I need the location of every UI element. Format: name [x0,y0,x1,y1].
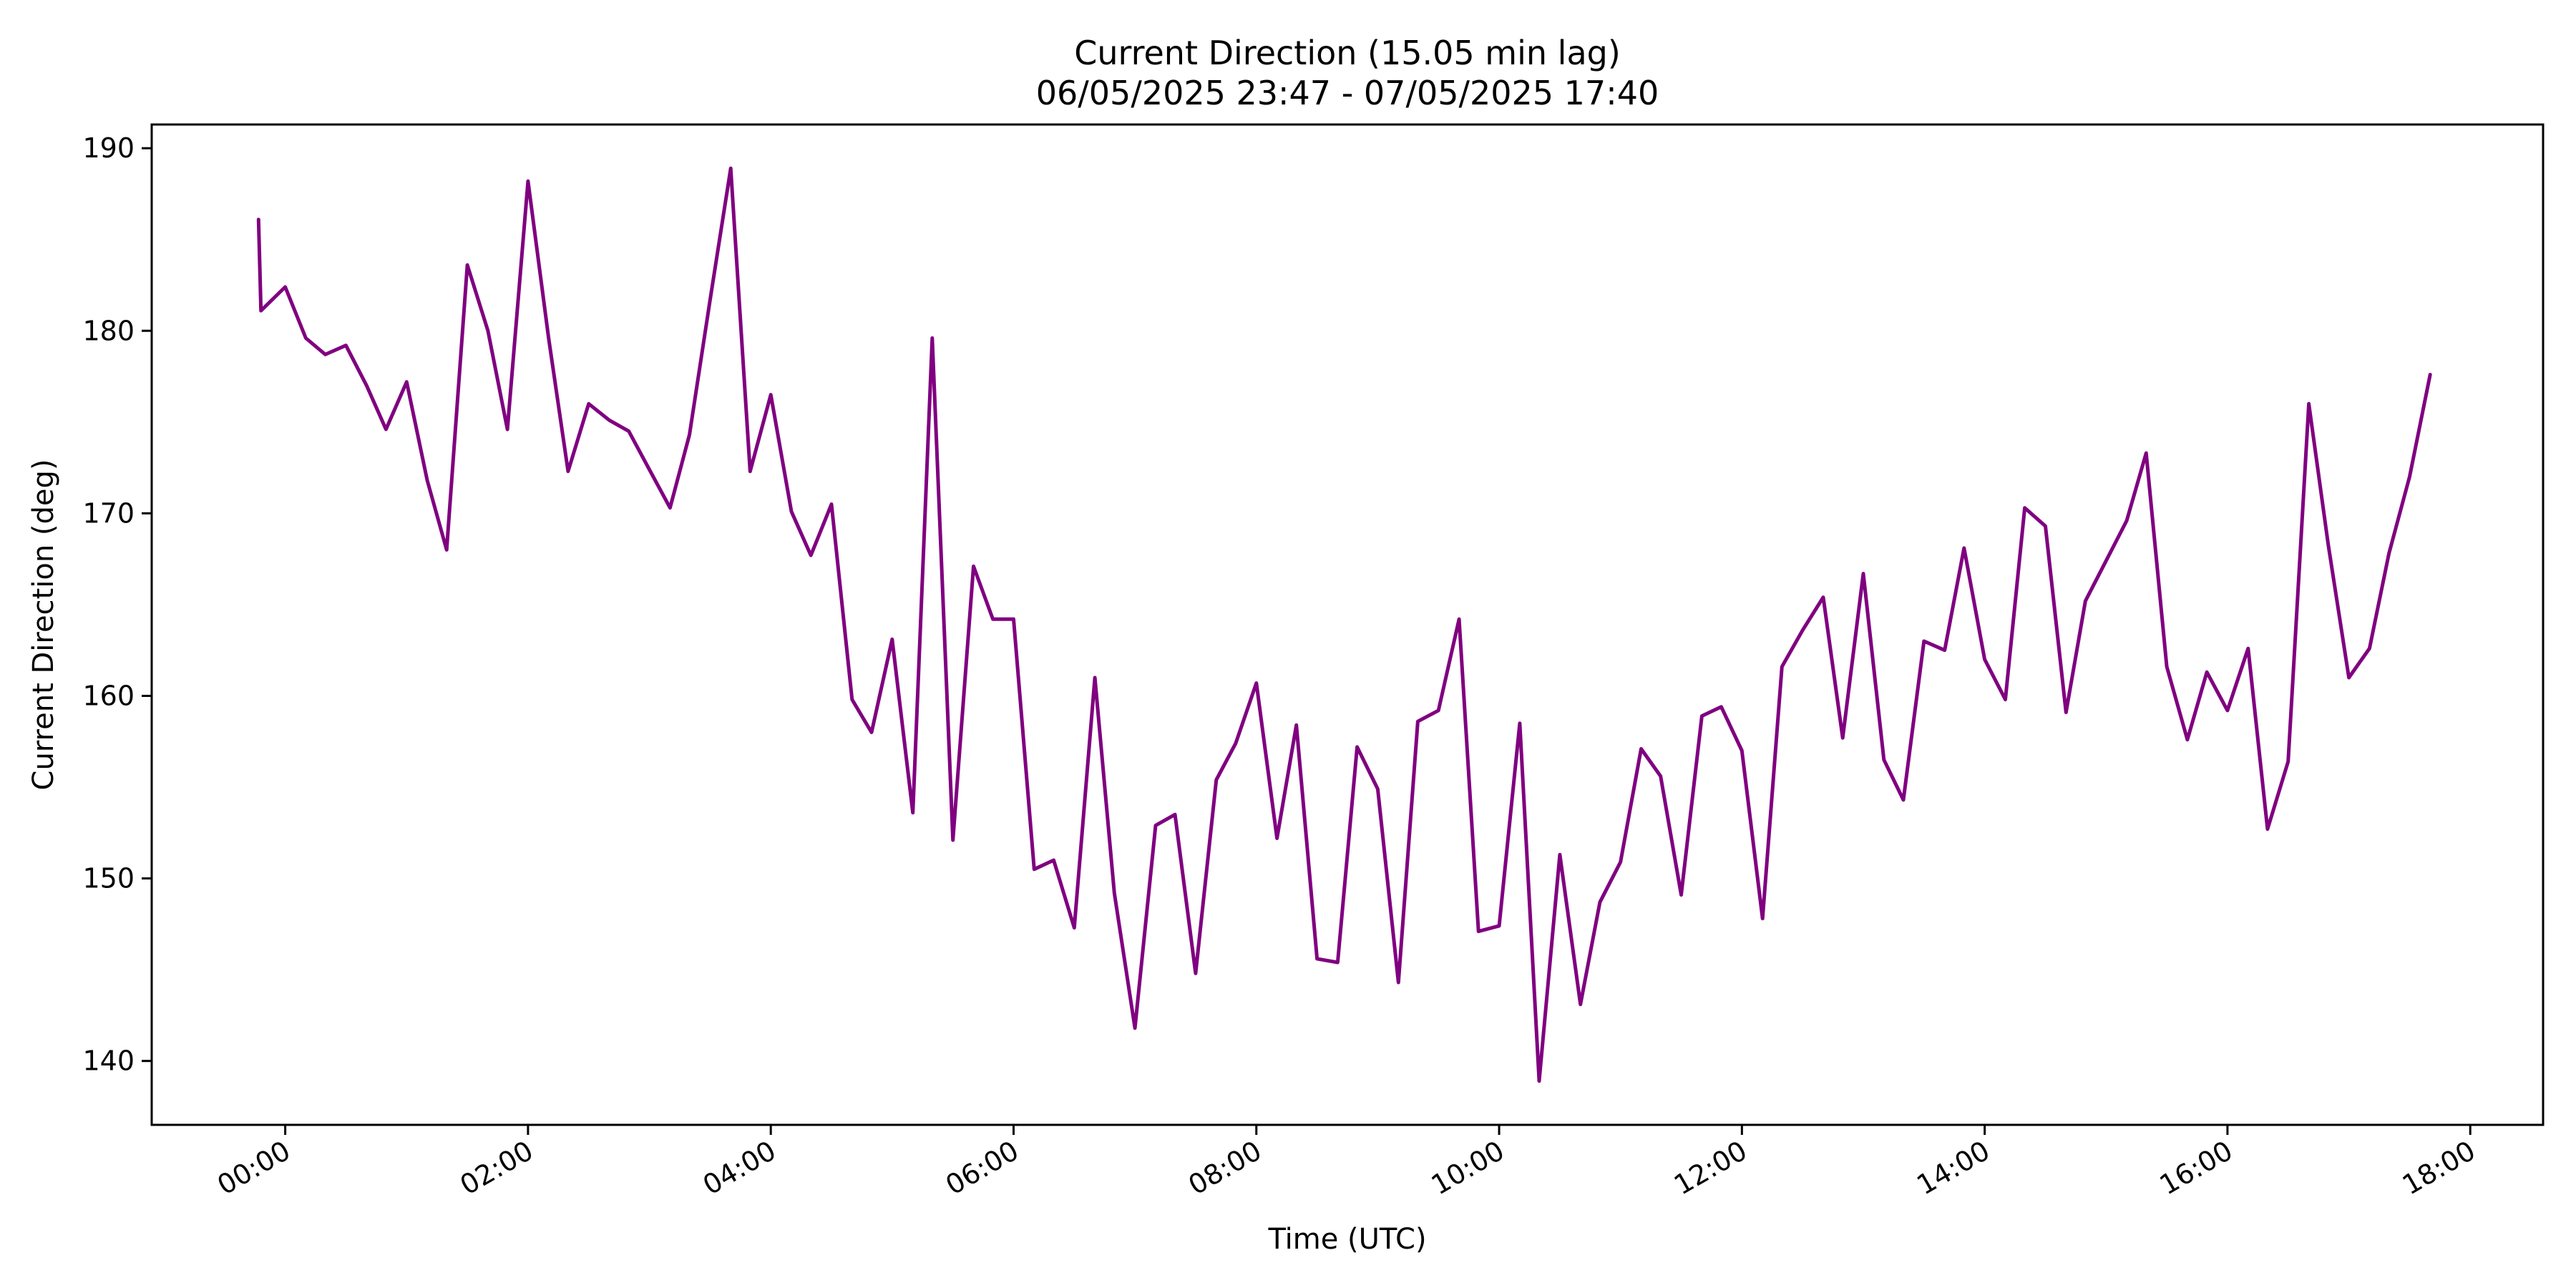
x-tick-label: 12:00 [1669,1135,1752,1201]
x-tick-label: 00:00 [212,1135,296,1201]
y-axis-ticks: 140 150 160 170 180 190 [82,132,152,1077]
chart-title: Current Direction (15.05 min lag) [1074,34,1621,72]
x-tick-label: 16:00 [2155,1135,2238,1201]
x-tick-label: 04:00 [698,1135,781,1201]
chart-subtitle: 06/05/2025 23:47 - 07/05/2025 17:40 [1036,74,1659,112]
series-layer [256,166,2432,1083]
plot-frame [150,123,2545,1126]
x-axis-ticks: 00:00 02:00 04:00 06:00 08:00 10:00 12:00 14:00… [212,1125,2481,1201]
x-tick-label: 14:00 [1911,1135,1995,1201]
x-tick-label: 02:00 [455,1135,539,1201]
y-tick-label: 160 [82,680,135,711]
x-tick-label: 18:00 [2397,1135,2481,1201]
y-tick-label: 190 [82,132,135,164]
x-tick-label: 06:00 [940,1135,1024,1201]
y-tick-label: 150 [82,863,135,894]
x-axis-label: Time (UTC) [1267,1223,1426,1256]
y-tick-label: 170 [82,497,135,529]
y-tick-label: 180 [82,315,135,346]
y-tick-label: 140 [82,1045,135,1077]
y-axis-label: Current Direction (deg) [27,459,60,791]
series-line-current-direction [256,166,2432,1083]
x-tick-label: 08:00 [1183,1135,1267,1201]
x-tick-label: 10:00 [1426,1135,1510,1201]
